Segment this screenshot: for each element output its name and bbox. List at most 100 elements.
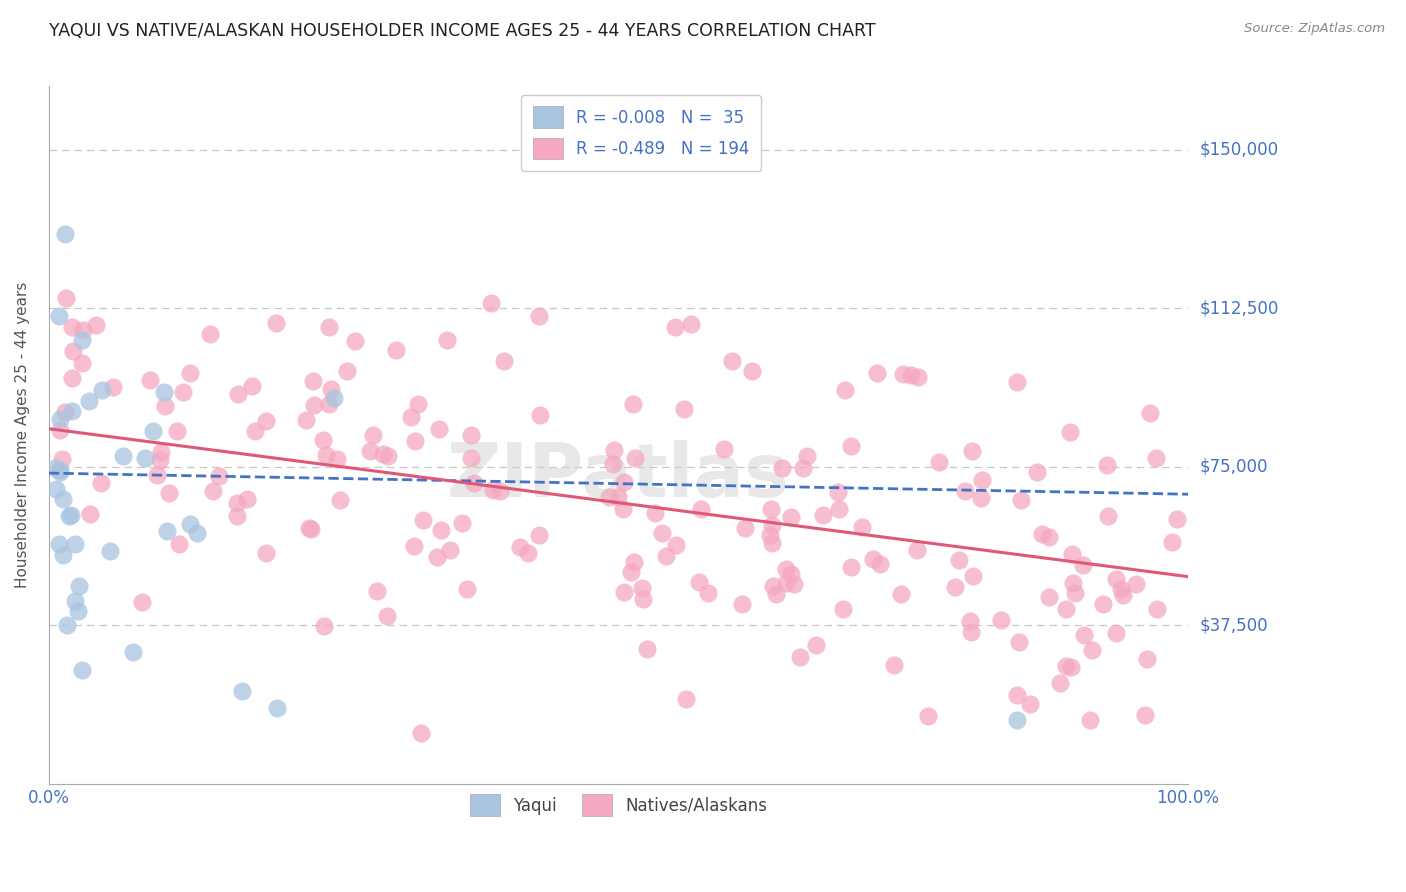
Point [1105, 572, 1128, 586]
Point [63, 594, 86, 608]
Point [990, 613, 1012, 627]
Point [869, 557, 891, 571]
Point [1091, 597, 1114, 611]
Point [430, 523, 453, 537]
Point [409, 726, 432, 740]
Point [226, 386, 249, 401]
Point [254, 546, 277, 560]
Point [48, 412, 70, 426]
Point [426, 550, 449, 565]
Point [52, 491, 75, 506]
Y-axis label: Householder Income Ages 25 - 44 years: Householder Income Ages 25 - 44 years [15, 282, 30, 588]
Point [623, 555, 645, 569]
Point [149, 453, 172, 467]
Point [789, 649, 811, 664]
Point [159, 486, 181, 500]
Point [1104, 626, 1126, 640]
Point [1060, 548, 1083, 562]
Point [811, 508, 834, 523]
Point [806, 638, 828, 652]
Point [49, 462, 72, 476]
Point [775, 562, 797, 576]
Text: $150,000: $150,000 [1199, 141, 1278, 159]
Point [1078, 713, 1101, 727]
Point [142, 424, 165, 438]
Point [122, 645, 145, 659]
Point [697, 586, 720, 600]
Point [509, 541, 531, 555]
Point [679, 318, 702, 332]
Point [529, 408, 551, 422]
Point [675, 691, 697, 706]
Point [45, 482, 67, 496]
Point [240, 379, 263, 393]
Point [489, 483, 512, 498]
Point [322, 391, 344, 405]
Point [1054, 602, 1077, 616]
Point [299, 522, 322, 536]
Point [52, 548, 75, 562]
Point [828, 502, 851, 516]
Point [134, 450, 156, 465]
Point [51, 452, 73, 467]
Point [527, 528, 550, 542]
Point [463, 475, 485, 490]
Point [200, 327, 222, 342]
Point [762, 579, 785, 593]
Point [384, 343, 406, 358]
Point [451, 516, 474, 530]
Point [631, 581, 654, 595]
Point [149, 445, 172, 459]
Point [60, 320, 83, 334]
Point [404, 434, 426, 449]
Point [295, 413, 318, 427]
Point [613, 475, 636, 489]
Point [665, 538, 688, 552]
Point [77, 394, 100, 409]
Point [782, 577, 804, 591]
Point [796, 450, 818, 464]
Point [1005, 714, 1028, 728]
Point [412, 513, 434, 527]
Point [60, 508, 83, 522]
Point [962, 568, 984, 582]
Point [1049, 675, 1071, 690]
Point [1059, 425, 1081, 440]
Point [891, 367, 914, 381]
Point [208, 469, 231, 483]
Point [959, 614, 981, 628]
Point [1136, 652, 1159, 666]
Point [688, 575, 710, 590]
Point [48, 537, 70, 551]
Point [494, 354, 516, 368]
Point [527, 309, 550, 323]
Point [55, 618, 77, 632]
Point [336, 364, 359, 378]
Point [1125, 577, 1147, 591]
Point [970, 491, 993, 506]
Point [70, 663, 93, 677]
Point [70, 356, 93, 370]
Point [90, 475, 112, 490]
Point [827, 485, 849, 500]
Point [1064, 586, 1087, 600]
Point [460, 427, 482, 442]
Point [101, 380, 124, 394]
Point [62, 344, 84, 359]
Point [406, 397, 429, 411]
Point [960, 444, 983, 458]
Point [689, 502, 711, 516]
Point [98, 544, 121, 558]
Point [770, 461, 793, 475]
Point [1031, 527, 1053, 541]
Point [67, 579, 90, 593]
Point [186, 525, 208, 540]
Point [765, 587, 787, 601]
Point [1146, 602, 1168, 616]
Point [900, 368, 922, 382]
Point [761, 518, 783, 533]
Point [67, 604, 90, 618]
Point [53, 405, 76, 419]
Point [1019, 697, 1042, 711]
Point [302, 398, 325, 412]
